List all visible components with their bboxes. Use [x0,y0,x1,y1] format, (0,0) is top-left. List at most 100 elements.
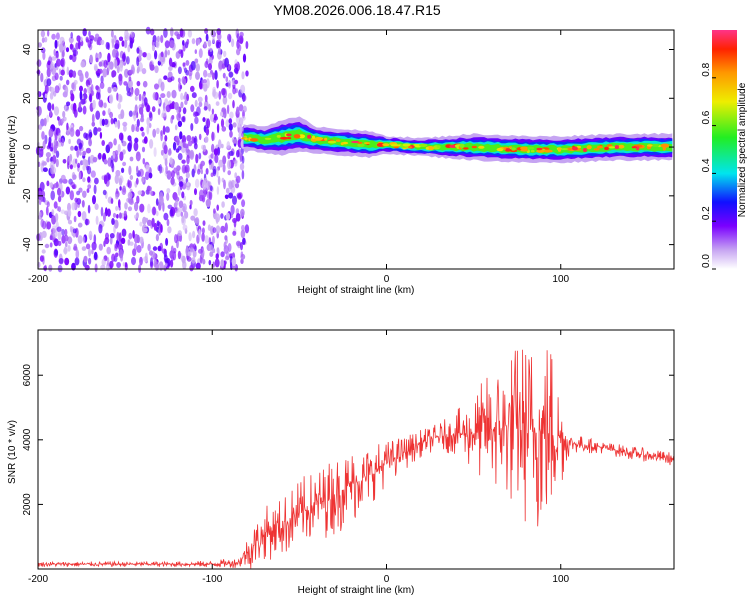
noise-blob [47,102,52,112]
noise-blob [45,206,49,216]
noise-blob [48,141,52,149]
noise-blob [224,235,228,241]
noise-blob [190,104,195,113]
noise-blob [136,47,140,54]
noise-blob [182,203,187,213]
noise-blob [88,129,93,139]
noise-blob [236,149,240,158]
noise-blob [215,225,221,234]
noise-blob [242,53,247,63]
noise-blob [83,88,87,94]
noise-blob [39,211,42,218]
noise-blob [146,185,151,195]
noise-blob [119,186,122,191]
noise-blob [181,116,186,122]
signal-hotspot [340,142,344,146]
noise-blob [153,222,157,231]
signal-hotspot [264,137,272,140]
noise-blob [100,39,105,45]
noise-blob [43,117,47,127]
noise-blob [103,175,108,185]
noise-blob [192,111,198,118]
noise-blob [129,156,134,162]
noise-blob [69,225,73,233]
noise-blob [55,150,60,158]
chart-title: YM08.2026.006.18.47.R15 [273,2,441,18]
noise-blob [182,224,188,231]
noise-blob [77,222,83,228]
signal-hotspot [604,146,610,151]
noise-blob [216,204,219,211]
noise-blob [207,39,212,47]
noise-blob [222,95,228,105]
noise-blob [80,98,86,105]
signal-hotspot [586,145,592,150]
noise-blob [47,60,51,66]
noise-blob [123,125,127,132]
noise-blob [50,164,54,175]
noise-blob [168,57,173,67]
noise-blob [93,234,97,244]
noise-blob [181,164,187,174]
noise-blob [169,208,174,217]
signal-hotspot [293,134,301,139]
noise-blob [141,68,147,75]
noise-blob [118,175,124,184]
noise-blob [178,181,184,187]
spectrogram-y-tick-label: 40 [22,44,33,56]
noise-blob [216,28,222,36]
noise-blob [97,127,102,132]
noise-blob [47,30,50,37]
noise-blob [208,159,213,164]
signal-hotspot [614,145,620,150]
noise-blob [59,43,64,53]
noise-blob [72,102,77,112]
noise-blob [226,141,231,149]
noise-blob [228,123,233,131]
noise-blob [227,159,232,170]
noise-blob [222,88,227,99]
noise-blob [165,165,168,175]
noise-blob [136,165,139,174]
noise-blob [206,118,211,129]
signal-hotspot [402,143,411,147]
noise-blob [71,202,76,211]
noise-blob [212,227,217,234]
noise-blob [178,200,184,208]
noise-blob [77,162,81,169]
noise-blob [215,213,221,223]
noise-blob [103,159,108,165]
noise-blob [240,258,244,264]
noise-blob [224,194,229,200]
noise-blob [129,40,133,49]
noise-blob [108,141,113,149]
noise-blob [74,145,78,151]
noise-blob [49,182,54,189]
noise-blob [239,31,244,38]
noise-blob [118,36,124,42]
noise-blob [180,49,184,59]
noise-blob [221,126,227,132]
noise-blob [149,139,154,149]
signal-hotspot [571,146,578,151]
noise-blob [110,30,114,38]
signal-hotspot [660,143,670,148]
noise-blob [116,65,120,74]
noise-blob [221,63,226,70]
noise-blob [112,86,118,92]
noise-blob [73,215,77,223]
noise-blob [237,122,241,128]
noise-blob [142,227,148,233]
signal-hotspot [618,144,625,149]
colorbar-ticks: 0.0 0.2 0.4 0.6 0.8 [701,62,716,270]
noise-blob [61,50,65,58]
noise-blob [195,63,200,72]
noise-blob [149,250,153,256]
noise-blob [117,102,122,110]
noise-blob [220,251,225,258]
signal-hotspot [419,143,428,147]
noise-blob [68,36,74,44]
noise-blob [240,84,246,94]
noise-blob [69,190,75,201]
